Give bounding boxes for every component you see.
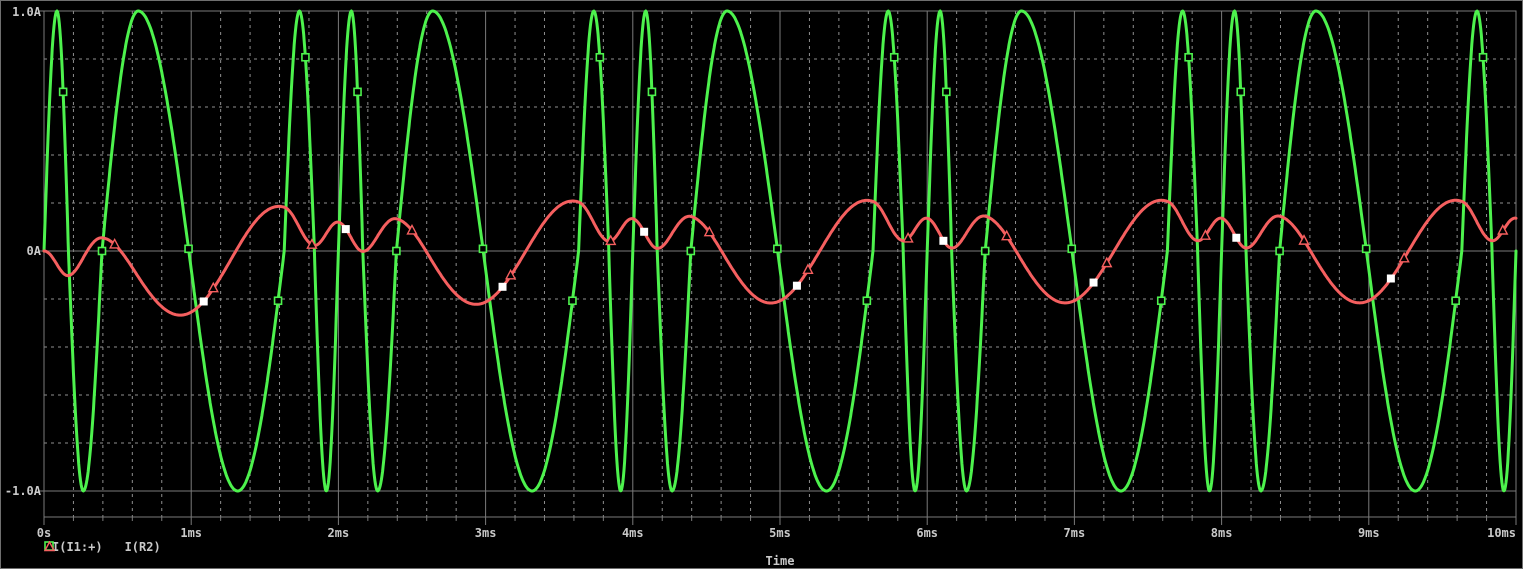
legend-item-trace1[interactable]: I(I1:+) [52, 540, 103, 554]
red-triangle-marker [504, 268, 517, 280]
x-axis-label-5ms: 5ms [769, 526, 791, 540]
x-axis-title: Time [765, 554, 795, 568]
green-square-marker [301, 52, 310, 62]
green-square-marker [862, 296, 872, 306]
green-square-marker [647, 87, 657, 97]
white-square-marker [1089, 278, 1098, 287]
green-square-marker [1156, 296, 1166, 306]
red-triangle-marker [605, 234, 617, 246]
x-axis-label-9ms: 9ms [1357, 526, 1380, 540]
x-axis-label-10ms: 10ms [1487, 526, 1516, 540]
red-triangle-marker [802, 263, 814, 275]
green-square-marker [1361, 244, 1371, 254]
green-square-marker [184, 244, 193, 254]
green-square-marker [353, 87, 362, 97]
y-axis-label-m1a: -1.0A [4, 484, 41, 498]
green-square-marker [478, 244, 488, 254]
x-axis-label-1ms: 1ms [180, 526, 203, 540]
x-axis-label-0s: 0s [36, 526, 52, 540]
red-triangle-marker [1199, 229, 1212, 240]
red-triangle-marker [703, 225, 716, 237]
white-square-marker [939, 236, 948, 245]
y-axis-label-0a: 0A [26, 244, 41, 258]
green-square-marker [1478, 52, 1488, 62]
red-triangle-marker [1398, 251, 1410, 263]
green-square-marker [1236, 87, 1246, 97]
trace-red-i-r2 [42, 198, 1518, 317]
green-square-marker [1275, 246, 1284, 256]
red-triangle-marker [1001, 229, 1013, 241]
red-triangle-marker [1101, 256, 1113, 268]
red-triangle-marker [406, 223, 418, 235]
green-square-marker [980, 246, 990, 256]
x-axis-label-8ms: 8ms [1210, 526, 1233, 540]
white-square-marker [341, 225, 350, 234]
legend-item-trace2[interactable]: I(R2) [124, 540, 161, 554]
green-square-marker [595, 52, 605, 62]
x-axis-label-4ms: 4ms [621, 526, 644, 540]
green-square-marker [773, 244, 782, 254]
x-axis-label-2ms: 2ms [327, 526, 350, 540]
green-square-marker [889, 52, 899, 62]
white-square-marker [792, 281, 801, 290]
white-square-marker [1386, 274, 1395, 283]
green-square-marker [568, 296, 577, 306]
green-square-marker [1067, 244, 1077, 254]
green-square-marker [1451, 296, 1460, 306]
trace-green-i-i1 [42, 9, 1518, 493]
red-triangle-marker [108, 237, 121, 249]
white-square-marker [498, 282, 507, 291]
white-square-marker [199, 297, 208, 306]
white-square-marker [640, 227, 649, 236]
green-square-marker [686, 246, 696, 256]
red-triangle-marker [306, 238, 318, 249]
green-square-marker [392, 246, 401, 256]
y-axis-label-1a: 1.0A [12, 5, 41, 19]
red-triangle-marker [1298, 234, 1310, 245]
green-square-marker [58, 87, 68, 97]
x-axis-label-6ms: 6ms [916, 526, 939, 540]
red-triangle-marker [207, 281, 219, 293]
x-axis-label-7ms: 7ms [1063, 526, 1086, 540]
legend: I(I1:+) I(R2) [44, 541, 161, 554]
green-square-marker [273, 296, 283, 306]
green-square-marker [1184, 52, 1193, 62]
red-triangle-marker [1497, 224, 1509, 235]
green-square-marker [942, 87, 951, 97]
red-triangle-marker [902, 231, 914, 243]
white-square-marker [1232, 233, 1241, 242]
green-square-marker [97, 246, 107, 256]
x-axis-label-3ms: 3ms [474, 526, 497, 540]
